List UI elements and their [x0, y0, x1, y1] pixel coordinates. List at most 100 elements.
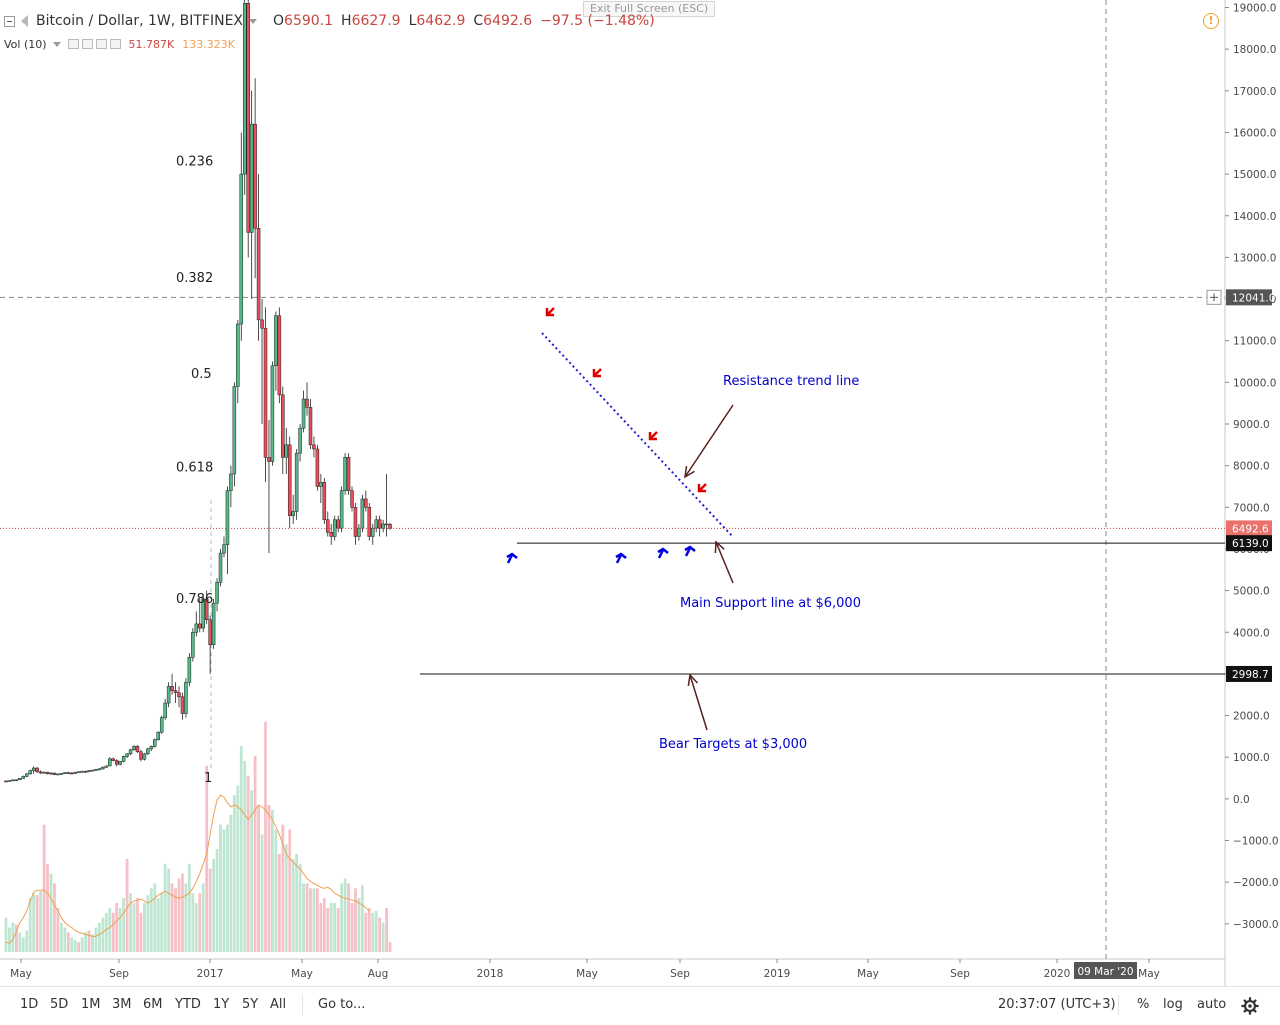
- marker-shaft: [684, 547, 692, 557]
- volume-bar: [139, 912, 143, 952]
- volume-bar: [267, 805, 271, 952]
- volume-bar: [11, 922, 15, 952]
- range-all-button[interactable]: All: [270, 997, 287, 1012]
- candle-body: [388, 524, 392, 529]
- marker-head: [648, 432, 657, 441]
- volume-bar: [156, 898, 160, 952]
- chevron-down-icon[interactable]: [52, 41, 61, 47]
- candle-body: [284, 444, 289, 458]
- eye-icon[interactable]: [67, 39, 79, 49]
- candle-body: [374, 519, 378, 529]
- arrow-shaft: [715, 541, 734, 584]
- volume-bar: [295, 854, 299, 952]
- volume-label[interactable]: Vol (10): [4, 37, 47, 51]
- volume-bar: [8, 927, 11, 952]
- marker-head: [657, 547, 669, 554]
- candle-body: [87, 770, 91, 773]
- volume-bar: [149, 888, 153, 952]
- fib-level-label: 0.382: [176, 271, 213, 286]
- time-axis: May Sep 2017 May Aug 2018 May Sep 2019 May Sep 2020…: [10, 959, 1160, 980]
- fib-level-label: 1: [204, 771, 212, 786]
- volume-bar: [21, 937, 25, 952]
- candle-body: [357, 527, 361, 537]
- volume-bar: [232, 795, 236, 952]
- candle-body: [256, 227, 261, 321]
- candle-body: [260, 319, 264, 329]
- candle-body: [7, 780, 12, 782]
- candle-body: [222, 544, 226, 554]
- volume-bar: [111, 912, 115, 952]
- add-icon[interactable]: [95, 39, 107, 49]
- fib-level-label: 0.618: [176, 461, 213, 476]
- flag-icon[interactable]: [21, 15, 28, 27]
- volume-bar: [319, 903, 323, 952]
- chart-canvas[interactable]: 19000.018000.017000.016000.015000.014000…: [0, 0, 1280, 986]
- volume-bar: [163, 863, 167, 952]
- percent-toggle[interactable]: %: [1137, 997, 1150, 1012]
- clock-time[interactable]: 20:37:07 (UTC+3): [998, 997, 1116, 1012]
- range-6m-button[interactable]: 6M: [143, 997, 163, 1012]
- candle-body: [270, 365, 275, 462]
- candle-body: [38, 771, 43, 774]
- goto-button[interactable]: Go to...: [318, 997, 366, 1012]
- bear-target-badge: 2998.7: [1226, 665, 1272, 682]
- candle-body: [31, 767, 36, 771]
- volume-bar: [35, 895, 39, 952]
- badge-label: 09 Mar '20: [1077, 966, 1133, 978]
- candle-body: [274, 315, 278, 366]
- settings-small-icon[interactable]: [81, 39, 93, 49]
- volume-bar: [18, 932, 22, 952]
- collapse-icon[interactable]: [4, 15, 15, 27]
- candle-body: [104, 765, 109, 768]
- candle-body: [242, 3, 247, 175]
- volume-bar: [343, 878, 347, 952]
- volume-bar: [257, 805, 260, 952]
- volume-bar: [229, 814, 233, 952]
- chevron-down-icon[interactable]: [249, 18, 258, 24]
- time-tick-label: Sep: [950, 968, 970, 980]
- volume-legend: Vol (10) 51.787K 133.323K: [4, 34, 235, 54]
- candle-body: [111, 758, 116, 761]
- range-ytd-button[interactable]: YTD: [175, 997, 201, 1012]
- fib-level-label: 0.786: [176, 592, 213, 607]
- badge-bg: [1226, 535, 1272, 552]
- symbol-legend: Bitcoin / Dollar, 1W, BITFINEX O 6590.1 H…: [4, 11, 655, 31]
- volume-bar: [326, 907, 330, 952]
- range-5d-button[interactable]: 5D: [50, 997, 69, 1012]
- candle-body: [232, 386, 237, 475]
- candle-body: [191, 632, 195, 658]
- divider: [1118, 995, 1119, 1015]
- auto-toggle[interactable]: auto: [1197, 997, 1227, 1012]
- range-1m-button[interactable]: 1M: [81, 997, 101, 1012]
- range-5y-button[interactable]: 5Y: [242, 997, 259, 1012]
- volume-bar: [170, 883, 174, 952]
- resistance-pointer-arrow: [684, 404, 734, 479]
- price-change: −97.5 (−1.48%): [540, 13, 655, 29]
- volume-bar: [222, 829, 226, 952]
- candle-body: [263, 327, 268, 458]
- exit-fullscreen-button[interactable]: Exit Full Screen (ESC): [583, 1, 716, 17]
- volume-bar: [340, 883, 344, 952]
- support-pointer-arrow: [714, 540, 734, 584]
- volume-bar: [388, 942, 392, 952]
- gear-icon[interactable]: [1241, 997, 1259, 1015]
- candle-body: [367, 507, 372, 537]
- range-1d-button[interactable]: 1D: [20, 997, 39, 1012]
- candle-body: [184, 681, 188, 714]
- range-3m-button[interactable]: 3M: [112, 997, 132, 1012]
- range-1y-button[interactable]: 1Y: [213, 997, 230, 1012]
- candle-body: [25, 773, 29, 777]
- candle-body: [76, 771, 81, 774]
- alert-icon[interactable]: !: [1203, 13, 1219, 29]
- symbol-title[interactable]: Bitcoin / Dollar, 1W, BITFINEX: [36, 13, 244, 29]
- fib-level-label: 0.236: [176, 155, 213, 170]
- volume-bar: [91, 934, 94, 952]
- volume-bar: [201, 883, 205, 952]
- ohlc-high-key: H: [341, 13, 352, 29]
- close-icon[interactable]: [109, 39, 121, 49]
- volume-bar: [25, 930, 29, 952]
- candle-body: [384, 523, 389, 526]
- volume-bar: [264, 721, 267, 952]
- log-toggle[interactable]: log: [1163, 997, 1183, 1012]
- ohlc-low-value: 6462.9: [416, 13, 466, 29]
